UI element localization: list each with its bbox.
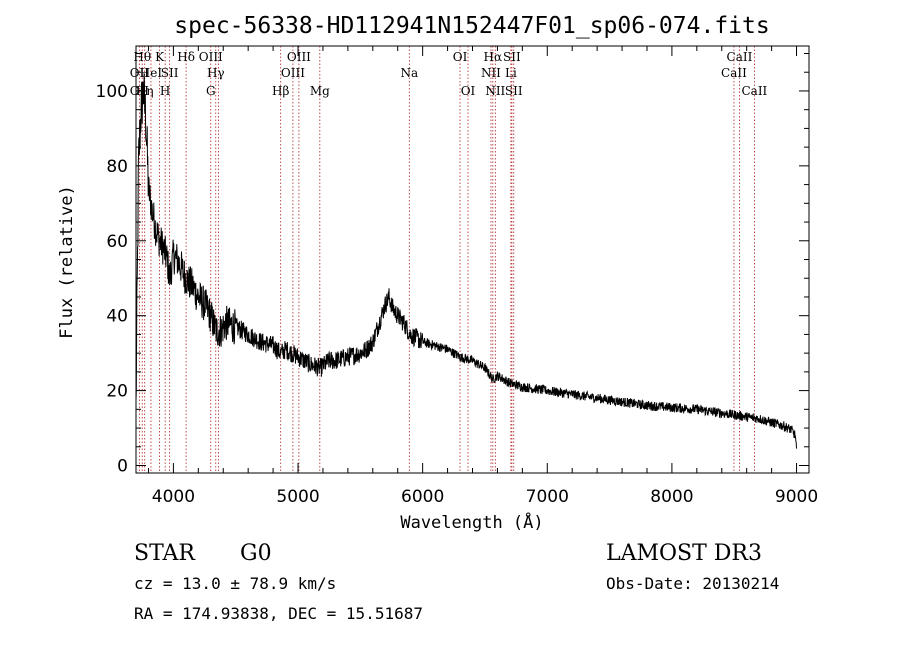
object-subclass: G0 (240, 541, 272, 566)
y-tick-label: 100 (96, 82, 128, 102)
observation-date: Obs-Date: 20130214 (606, 574, 779, 593)
x-tick-label: 8000 (650, 487, 693, 507)
line-label: Mg (310, 84, 330, 98)
y-tick-label: 20 (106, 382, 128, 402)
line-label: CaII (727, 50, 753, 64)
spectrum-series-line (135, 73, 797, 449)
line-label: Li (505, 66, 517, 80)
spectral-line-markers (138, 46, 755, 473)
line-label: SII (505, 84, 523, 98)
survey-name: LAMOST DR3 (606, 541, 762, 566)
y-axis-ticks: 0 20 40 60 80 100 (96, 52, 809, 477)
line-label: Na (400, 66, 418, 80)
line-label: NII (481, 66, 501, 80)
coordinates: RA = 174.93838, DEC = 15.51687 (134, 604, 423, 623)
line-label: K (155, 50, 165, 64)
x-tick-label: 9000 (775, 487, 818, 507)
chart-title: spec-56338-HD112941N152447F01_sp06-074.f… (174, 13, 769, 39)
x-tick-label: 7000 (526, 487, 569, 507)
x-tick-label: 6000 (401, 487, 444, 507)
x-tick-label: 5000 (276, 487, 319, 507)
line-label: SII (503, 50, 521, 64)
line-label: OI (461, 84, 476, 98)
line-label: OIII (199, 50, 223, 64)
line-label: SII (161, 66, 179, 80)
y-tick-label: 40 (106, 307, 128, 327)
line-label: G (206, 84, 216, 98)
line-label: NII (485, 84, 505, 98)
line-label: H (160, 84, 170, 98)
line-label: OI (453, 50, 468, 64)
plot-frame (135, 45, 810, 474)
line-label: Hδ (177, 50, 195, 64)
y-axis-label: Flux (relative) (57, 185, 77, 339)
y-tick-label: 60 (106, 232, 128, 252)
line-label: HeI (140, 66, 163, 80)
line-label: Hγ (207, 66, 225, 80)
line-label: OIII (281, 66, 305, 80)
line-label: OIII (287, 50, 311, 64)
x-axis-label: Wavelength (Å) (400, 511, 543, 533)
line-label: CaII (721, 66, 747, 80)
x-tick-label: 4000 (152, 487, 195, 507)
object-class: STAR (134, 541, 196, 566)
line-label: CaII (741, 84, 767, 98)
x-axis-ticks: 4000 5000 6000 7000 8000 9000 (147, 46, 818, 507)
y-tick-label: 0 (117, 457, 128, 477)
redshift-info: cz = 13.0 ± 78.9 km/s (134, 574, 336, 593)
line-label: Hβ (272, 84, 289, 98)
line-label: Hα (484, 50, 503, 64)
y-tick-label: 80 (106, 157, 128, 177)
